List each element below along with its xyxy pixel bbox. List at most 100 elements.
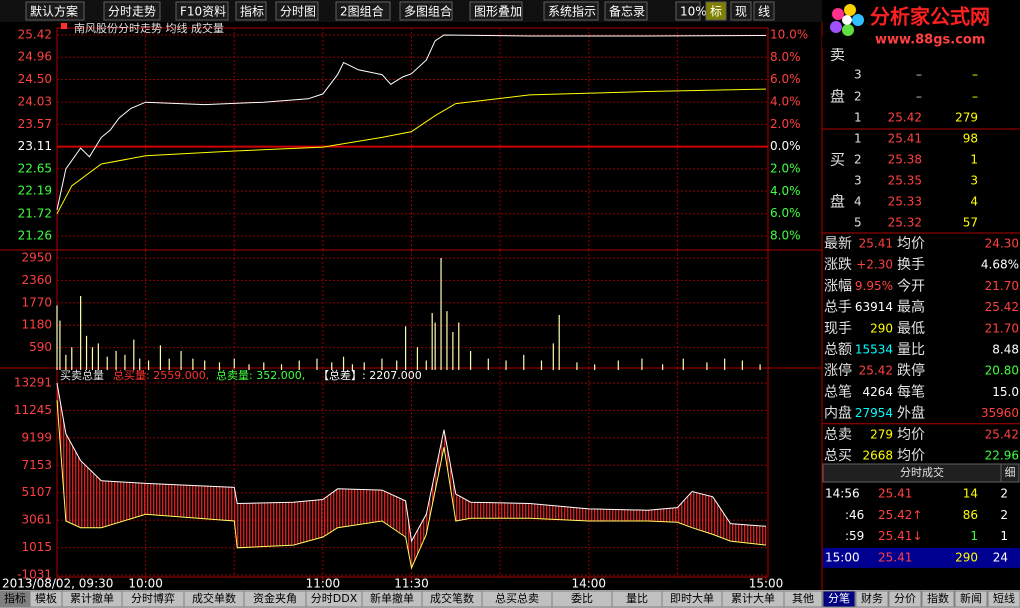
bottom-tab-label[interactable]: 其他 — [792, 592, 814, 605]
stat-label: 总额 — [824, 342, 852, 358]
ask-label: 盘 — [830, 88, 845, 106]
stat-value: 2668 — [862, 449, 893, 463]
bottom-tab[interactable] — [783, 590, 823, 608]
bottom-tab-label[interactable]: 委比 — [571, 592, 593, 605]
legend-entry: 总卖量: 352.000, — [216, 368, 305, 382]
y2-tick-label: 4.0% — [770, 95, 801, 109]
stat-value: +2.30 — [856, 258, 893, 272]
bottom-tab-label[interactable]: 成交单数 — [192, 591, 236, 605]
toolbar-button[interactable] — [604, 1, 648, 21]
stat-value: 27954 — [855, 406, 893, 420]
bottom-tab-label[interactable]: 分时博弈 — [131, 591, 175, 605]
toolbar-button[interactable] — [705, 1, 727, 21]
y-tick-label: 25.42 — [18, 28, 52, 42]
toolbar-label[interactable]: 分时图 — [280, 5, 316, 19]
toolbar-button[interactable] — [103, 1, 161, 21]
toolbar-label[interactable]: 系统指示 — [548, 4, 596, 19]
stat-label: 外盘 — [897, 405, 925, 422]
detail-tab[interactable] — [1000, 463, 1020, 483]
y-tick-label: 1180 — [21, 318, 52, 332]
trade-volume: 86 — [963, 508, 978, 522]
toolbar-label[interactable]: 标 — [710, 5, 722, 19]
bottom-tab-label[interactable]: 指标 — [4, 591, 26, 605]
bid-volume: 1 — [970, 153, 978, 167]
bottom-tab-label[interactable]: 新单撤单 — [370, 591, 414, 605]
chart-title: 南风股份分时走势 均线 成交量 — [74, 21, 224, 35]
y-tick-label: 23.11 — [18, 139, 52, 153]
toolbar-button[interactable] — [335, 1, 391, 21]
trades-tab-label[interactable]: 分时成交 — [900, 465, 944, 479]
toolbar-label[interactable]: 现 — [735, 5, 747, 19]
toolbar-button[interactable] — [275, 1, 319, 21]
stat-label: 均价 — [897, 427, 925, 443]
bottom-tab-label[interactable]: 累计大单 — [731, 591, 775, 605]
stat-value: 8.48 — [992, 343, 1019, 357]
toolbar-label[interactable]: 线 — [758, 5, 770, 19]
bid-price: 25.38 — [888, 153, 922, 167]
y2-tick-label: 0.0% — [770, 139, 801, 153]
stat-label: 现手 — [824, 321, 852, 337]
toolbar-label[interactable]: F10资料 — [180, 5, 226, 19]
y-tick-label: -1031 — [17, 568, 52, 582]
y-tick-label: 21.72 — [18, 206, 52, 220]
series-line — [56, 34, 767, 211]
legend-entry: 【总差】: 2207.000 — [318, 368, 422, 382]
bottom-tab-label[interactable]: 即时大单 — [670, 591, 714, 605]
stat-label: 总手 — [824, 300, 852, 316]
stat-label: 涨跌 — [824, 257, 852, 273]
stat-label: 最低 — [897, 321, 925, 337]
ask-price: – — [916, 68, 922, 82]
bottom-tab-label[interactable]: 成交笔数 — [430, 591, 474, 605]
toolbar-label[interactable]: 备忘录 — [609, 4, 645, 19]
bottom-tab-label[interactable]: 累计撤单 — [70, 591, 114, 605]
stat-label: 总笔 — [824, 384, 852, 400]
toolbar-label[interactable]: 默认方案 — [30, 4, 78, 19]
side-tab-label[interactable]: 分笔 — [828, 591, 850, 605]
trade-price: 25.41↓ — [878, 529, 922, 543]
bid-volume: 4 — [970, 195, 978, 209]
side-tab[interactable] — [954, 590, 988, 608]
toolbar-button[interactable] — [25, 1, 85, 21]
level: 1 — [854, 132, 862, 146]
trade-time: 15:00 — [825, 550, 860, 564]
bid-price: 25.41 — [888, 132, 922, 146]
toolbar-button[interactable] — [399, 1, 453, 21]
toolbar-label[interactable]: 分时走势 — [108, 5, 156, 19]
bottom-tab-label[interactable]: 总买总卖 — [495, 591, 539, 605]
y-tick-label: 1770 — [21, 295, 52, 309]
side-tab[interactable] — [855, 590, 889, 608]
side-tab-label[interactable]: 财务 — [861, 591, 883, 605]
toolbar-button[interactable] — [235, 1, 267, 21]
side-tab[interactable] — [888, 590, 922, 608]
side-tab[interactable] — [822, 590, 856, 608]
toolbar-button[interactable] — [730, 1, 752, 21]
toolbar-label[interactable]: 多图组合 — [404, 4, 452, 19]
toolbar-label[interactable]: 指标 — [240, 4, 264, 19]
series-line — [56, 88, 767, 215]
stat-label: 总卖 — [824, 427, 852, 443]
level: 2 — [854, 90, 862, 104]
toolbar-button[interactable] — [469, 1, 523, 21]
side-tab-label[interactable]: 分价 — [894, 592, 916, 605]
toolbar-label[interactable]: 10% — [680, 5, 707, 19]
side-tab-label[interactable]: 指数 — [927, 591, 949, 605]
trade-time: 14:56 — [825, 487, 860, 501]
side-tab-label[interactable]: 新闻 — [960, 591, 982, 605]
toolbar-button[interactable] — [753, 1, 775, 21]
toolbar-label[interactable]: 图形叠加 — [474, 5, 522, 19]
toolbar-button[interactable] — [175, 1, 229, 21]
bottom-tab-label[interactable]: 量比 — [626, 592, 648, 605]
stat-label: 涨停 — [824, 362, 852, 379]
toolbar-button[interactable] — [675, 1, 701, 21]
side-tab[interactable] — [921, 590, 955, 608]
detail-tab-label[interactable]: 细 — [1005, 466, 1016, 479]
y2-tick-label: 2.0% — [770, 117, 801, 131]
bottom-tab-label[interactable]: 资金夹角 — [253, 591, 297, 605]
toolbar-label[interactable]: 2图组合 — [340, 4, 384, 19]
toolbar-button[interactable] — [543, 1, 599, 21]
bottom-tab-label[interactable]: 模板 — [35, 591, 57, 605]
bottom-tab-label[interactable]: 分时DDX — [311, 592, 358, 605]
side-tab-label[interactable]: 短线 — [993, 591, 1015, 605]
side-tab[interactable] — [987, 590, 1020, 608]
